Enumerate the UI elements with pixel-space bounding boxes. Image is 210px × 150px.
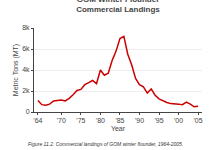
- svg-text:'80: '80: [96, 117, 105, 124]
- svg-text:'90: '90: [135, 117, 144, 124]
- svg-text:'95: '95: [154, 117, 163, 124]
- svg-text:Year: Year: [111, 125, 126, 132]
- svg-text:'75: '75: [76, 117, 85, 124]
- svg-text:Figure 11.2. Commercial landin: Figure 11.2. Commercial landings of GOM …: [28, 141, 183, 147]
- svg-text:6k: 6k: [22, 45, 30, 52]
- svg-text:'05: '05: [194, 117, 203, 124]
- svg-text:GOM Winter FlounderCommercial: GOM Winter FlounderCommercial Landings: [76, 0, 160, 14]
- svg-text:'00: '00: [174, 117, 183, 124]
- svg-text:Metric Tons (MT): Metric Tons (MT): [12, 44, 20, 96]
- svg-text:4k: 4k: [22, 66, 30, 73]
- svg-text:'85: '85: [115, 117, 124, 124]
- svg-text:0: 0: [26, 108, 30, 115]
- svg-text:8k: 8k: [22, 24, 30, 31]
- svg-text:'64: '64: [33, 117, 42, 124]
- svg-text:2k: 2k: [22, 87, 30, 94]
- svg-text:'70: '70: [57, 117, 66, 124]
